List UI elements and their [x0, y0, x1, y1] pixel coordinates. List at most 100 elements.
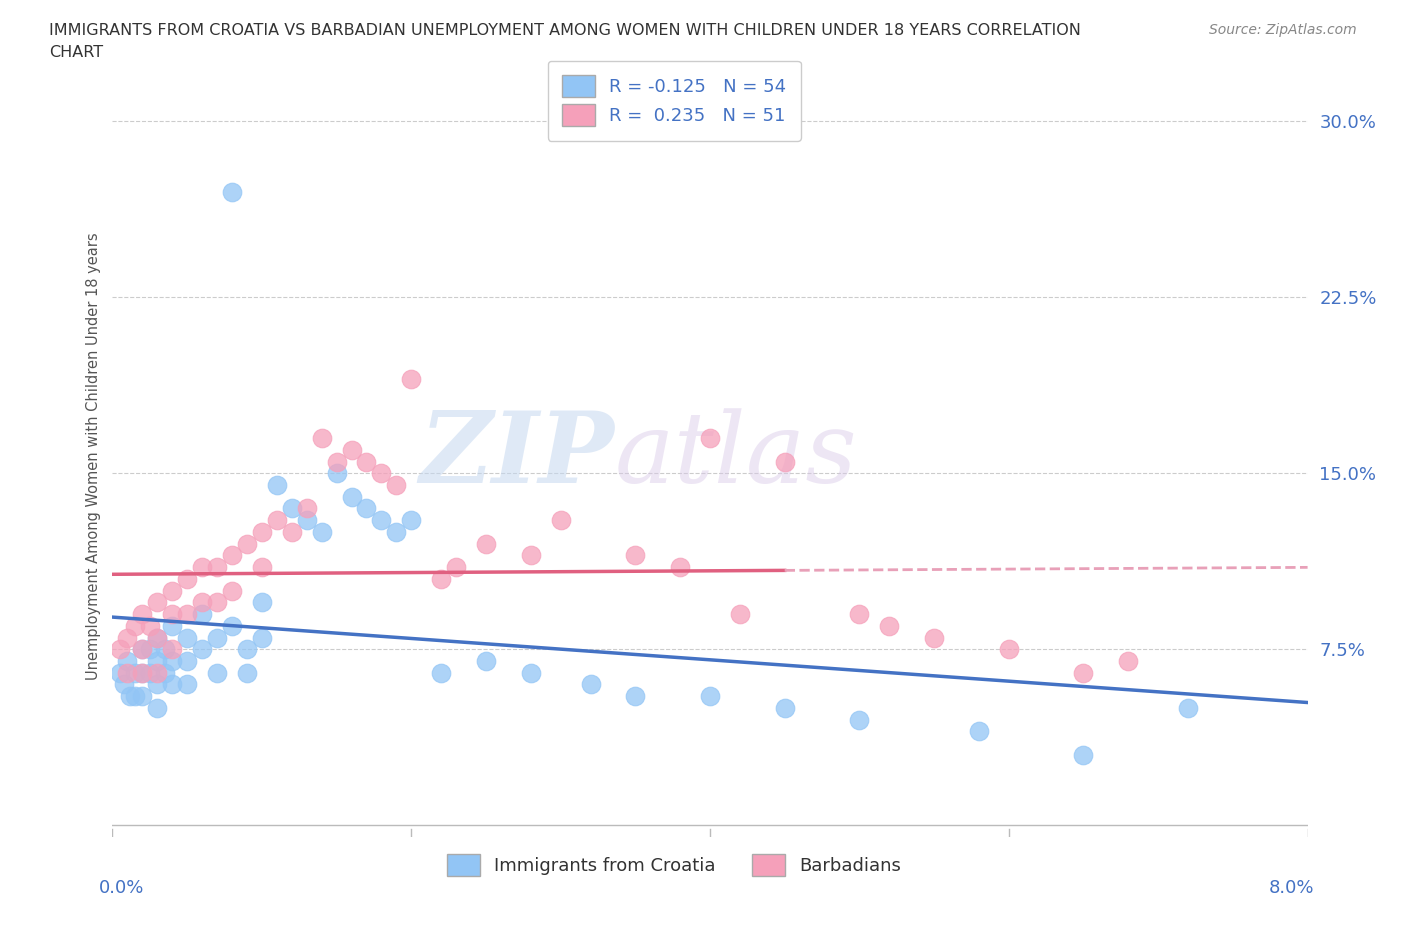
Point — [356, 501, 378, 516]
Point — [728, 606, 751, 621]
Point — [117, 665, 139, 680]
Point — [250, 525, 273, 539]
Point — [146, 631, 169, 645]
Point — [162, 677, 183, 692]
Point — [236, 642, 259, 657]
Point — [205, 595, 228, 610]
Point — [120, 689, 142, 704]
Point — [385, 525, 408, 539]
Point — [356, 454, 378, 469]
Point — [998, 642, 1021, 657]
Point — [124, 618, 146, 633]
Point — [146, 700, 169, 715]
Point — [848, 712, 870, 727]
Point — [401, 372, 423, 387]
Point — [1118, 654, 1140, 669]
Point — [131, 665, 153, 680]
Point — [430, 665, 453, 680]
Point — [162, 583, 183, 598]
Point — [520, 548, 543, 563]
Point — [236, 537, 259, 551]
Point — [131, 665, 153, 680]
Point — [146, 631, 169, 645]
Point — [191, 642, 214, 657]
Point — [1073, 748, 1095, 763]
Point — [131, 642, 153, 657]
Point — [325, 454, 347, 469]
Point — [162, 618, 183, 633]
Point — [699, 431, 721, 445]
Point — [624, 548, 647, 563]
Point — [624, 689, 647, 704]
Point — [117, 631, 139, 645]
Point — [773, 700, 796, 715]
Y-axis label: Unemployment Among Women with Children Under 18 years: Unemployment Among Women with Children U… — [86, 232, 101, 680]
Point — [311, 431, 333, 445]
Text: atlas: atlas — [614, 408, 858, 503]
Point — [579, 677, 602, 692]
Point — [146, 665, 169, 680]
Point — [153, 665, 176, 680]
Point — [444, 560, 467, 575]
Point — [131, 689, 153, 704]
Point — [669, 560, 692, 575]
Point — [250, 631, 273, 645]
Point — [475, 654, 498, 669]
Point — [176, 677, 198, 692]
Text: 8.0%: 8.0% — [1270, 879, 1315, 897]
Point — [922, 631, 945, 645]
Point — [146, 595, 169, 610]
Point — [475, 537, 498, 551]
Point — [236, 665, 259, 680]
Point — [281, 525, 304, 539]
Text: 0.0%: 0.0% — [98, 879, 143, 897]
Point — [191, 595, 214, 610]
Point — [114, 677, 135, 692]
Point — [205, 665, 228, 680]
Point — [1073, 665, 1095, 680]
Point — [162, 606, 183, 621]
Point — [877, 618, 901, 633]
Text: ZIP: ZIP — [419, 407, 614, 504]
Point — [176, 631, 198, 645]
Point — [1177, 700, 1199, 715]
Point — [370, 466, 392, 481]
Point — [773, 454, 796, 469]
Point — [139, 642, 162, 657]
Point — [266, 512, 288, 527]
Point — [221, 184, 243, 199]
Point — [311, 525, 333, 539]
Point — [385, 478, 408, 493]
Point — [295, 512, 318, 527]
Point — [250, 595, 273, 610]
Point — [131, 642, 153, 657]
Point — [266, 478, 288, 493]
Point — [146, 654, 169, 669]
Point — [124, 665, 146, 680]
Point — [146, 677, 169, 692]
Point — [108, 642, 131, 657]
Point — [117, 654, 139, 669]
Point — [131, 606, 153, 621]
Point — [520, 665, 543, 680]
Point — [550, 512, 572, 527]
Point — [191, 560, 214, 575]
Point — [340, 489, 363, 504]
Point — [205, 560, 228, 575]
Point — [221, 618, 243, 633]
Point — [250, 560, 273, 575]
Point — [153, 642, 176, 657]
Point — [191, 606, 214, 621]
Point — [967, 724, 990, 738]
Point — [221, 548, 243, 563]
Point — [340, 443, 363, 458]
Point — [325, 466, 347, 481]
Point — [176, 571, 198, 586]
Point — [176, 654, 198, 669]
Point — [401, 512, 423, 527]
Point — [108, 665, 131, 680]
Point — [162, 654, 183, 669]
Point — [848, 606, 870, 621]
Text: CHART: CHART — [49, 45, 103, 60]
Point — [221, 583, 243, 598]
